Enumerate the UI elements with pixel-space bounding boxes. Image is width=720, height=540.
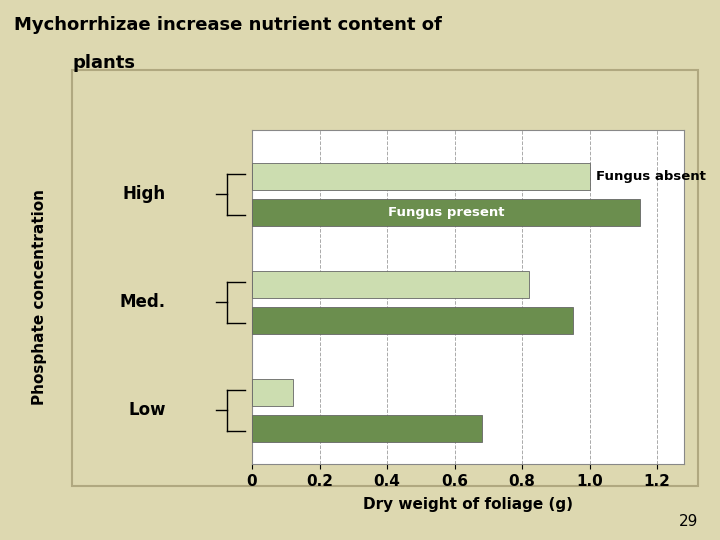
Text: Fungus present: Fungus present xyxy=(388,206,504,219)
Text: Low: Low xyxy=(128,401,166,420)
Text: Mychorrhizae increase nutrient content of: Mychorrhizae increase nutrient content o… xyxy=(14,16,442,34)
Bar xyxy=(252,163,590,190)
Bar xyxy=(252,271,528,298)
Bar xyxy=(252,379,292,406)
X-axis label: Dry weight of foliage (g): Dry weight of foliage (g) xyxy=(363,497,573,512)
Bar xyxy=(252,199,640,226)
Bar xyxy=(252,415,482,442)
Text: 29: 29 xyxy=(679,514,698,529)
Text: Phosphate concentration: Phosphate concentration xyxy=(32,189,47,405)
Text: High: High xyxy=(122,185,166,204)
Text: Med.: Med. xyxy=(120,293,166,312)
Text: Fungus absent: Fungus absent xyxy=(596,170,706,183)
Bar xyxy=(252,307,572,334)
Text: plants: plants xyxy=(72,54,135,72)
